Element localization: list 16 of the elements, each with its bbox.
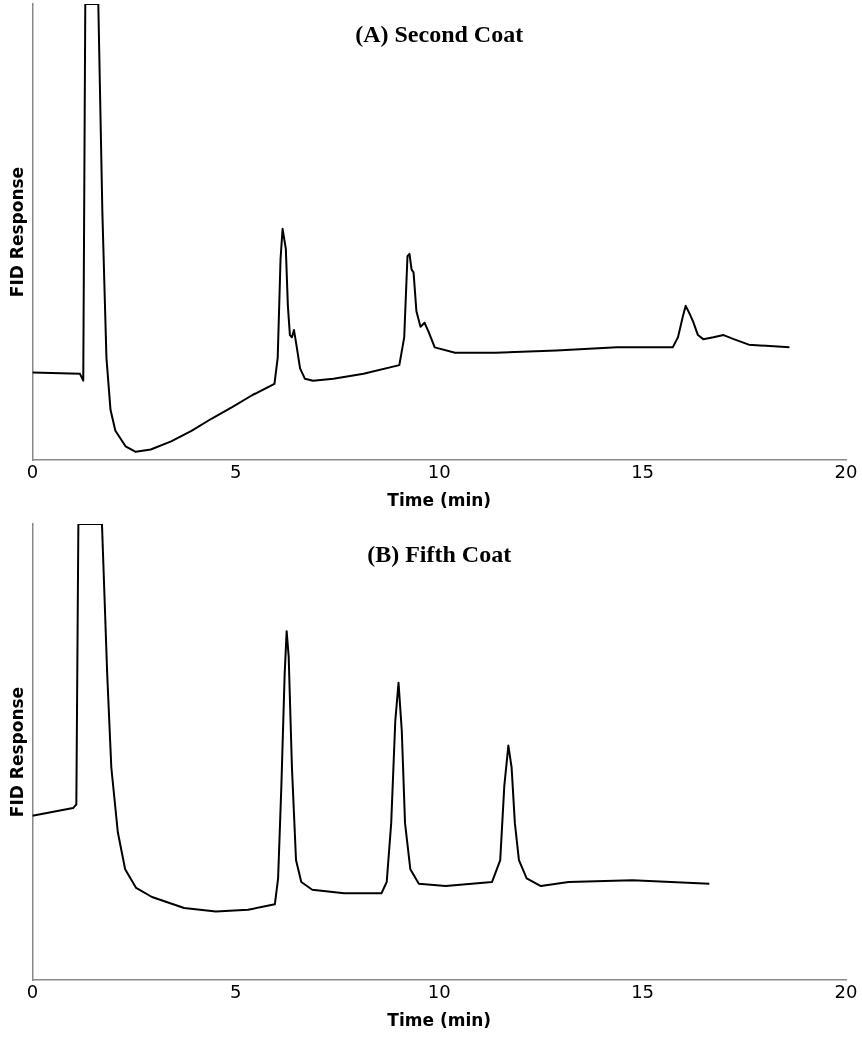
x-tick-label: 10 (427, 461, 451, 483)
x-tick-label: 20 (834, 981, 858, 1003)
y-axis-title: FID Response (6, 166, 27, 298)
x-tick-label: 15 (631, 461, 655, 483)
x-tick-label: 20 (834, 461, 858, 483)
x-tick-label: 15 (631, 981, 655, 1003)
x-axis-title: Time (min) (387, 490, 492, 511)
text: (B) Fifth Coat (367, 541, 512, 568)
x-tick-label: 5 (230, 461, 242, 483)
x-tick-label: 10 (427, 981, 451, 1003)
text: (A) Second Coat (355, 21, 524, 48)
x-tick-label: 0 (26, 981, 39, 1003)
x-axis-title: Time (min) (387, 1010, 492, 1031)
x-tick-label: 0 (26, 461, 39, 483)
x-tick-label: 5 (230, 981, 242, 1003)
y-axis-title: FID Response (6, 686, 27, 818)
